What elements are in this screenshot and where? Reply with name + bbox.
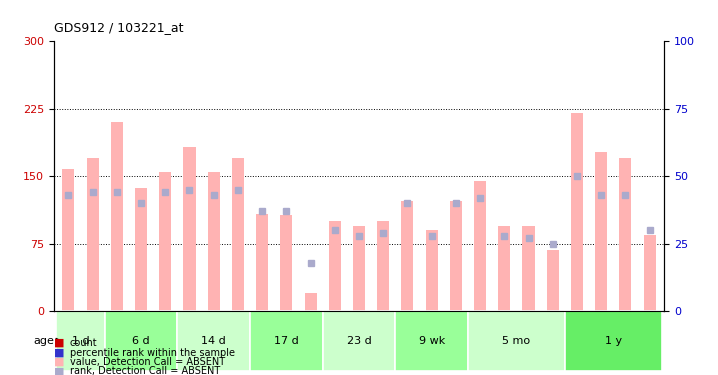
Bar (159, 172, 172, 311)
Text: age: age (33, 336, 54, 346)
Bar (565, 311, 662, 371)
Text: count: count (70, 338, 97, 348)
Text: ■: ■ (54, 338, 65, 348)
Bar (322, 311, 396, 371)
Bar (280, 215, 292, 311)
Text: rank, Detection Call = ABSENT: rank, Detection Call = ABSENT (70, 366, 220, 375)
Bar (449, 201, 462, 311)
Bar (468, 311, 565, 371)
Text: 14 d: 14 d (201, 336, 226, 346)
Bar (426, 230, 438, 311)
Bar (546, 250, 559, 311)
Bar (111, 122, 123, 311)
Bar (250, 311, 322, 371)
Bar (87, 158, 98, 311)
Bar (329, 221, 341, 311)
Text: 6 d: 6 d (132, 336, 150, 346)
Bar (353, 226, 365, 311)
Bar (523, 226, 535, 311)
Bar (183, 147, 195, 311)
Bar (620, 158, 631, 311)
Text: GDS912 / 103221_at: GDS912 / 103221_at (54, 21, 183, 34)
Bar (401, 201, 414, 311)
Bar (377, 221, 389, 311)
Text: 9 wk: 9 wk (419, 336, 444, 346)
Text: 1 y: 1 y (605, 336, 622, 346)
Text: 1 d: 1 d (72, 336, 89, 346)
Bar (232, 158, 244, 311)
Bar (498, 226, 510, 311)
Text: 23 d: 23 d (347, 336, 371, 346)
Text: value, Detection Call = ABSENT: value, Detection Call = ABSENT (70, 357, 225, 367)
Bar (256, 214, 269, 311)
Bar (643, 235, 656, 311)
Text: ■: ■ (54, 366, 65, 375)
Text: ■: ■ (54, 357, 65, 367)
Bar (177, 311, 250, 371)
Bar (62, 169, 75, 311)
Text: 17 d: 17 d (274, 336, 299, 346)
Text: ■: ■ (54, 348, 65, 357)
Text: percentile rank within the sample: percentile rank within the sample (70, 348, 235, 357)
Bar (135, 188, 147, 311)
Text: 5 mo: 5 mo (503, 336, 531, 346)
Bar (595, 152, 607, 311)
Bar (571, 113, 583, 311)
Bar (474, 181, 486, 311)
Bar (105, 311, 177, 371)
Bar (208, 172, 220, 311)
Bar (56, 311, 105, 371)
Bar (304, 293, 317, 311)
Bar (396, 311, 468, 371)
